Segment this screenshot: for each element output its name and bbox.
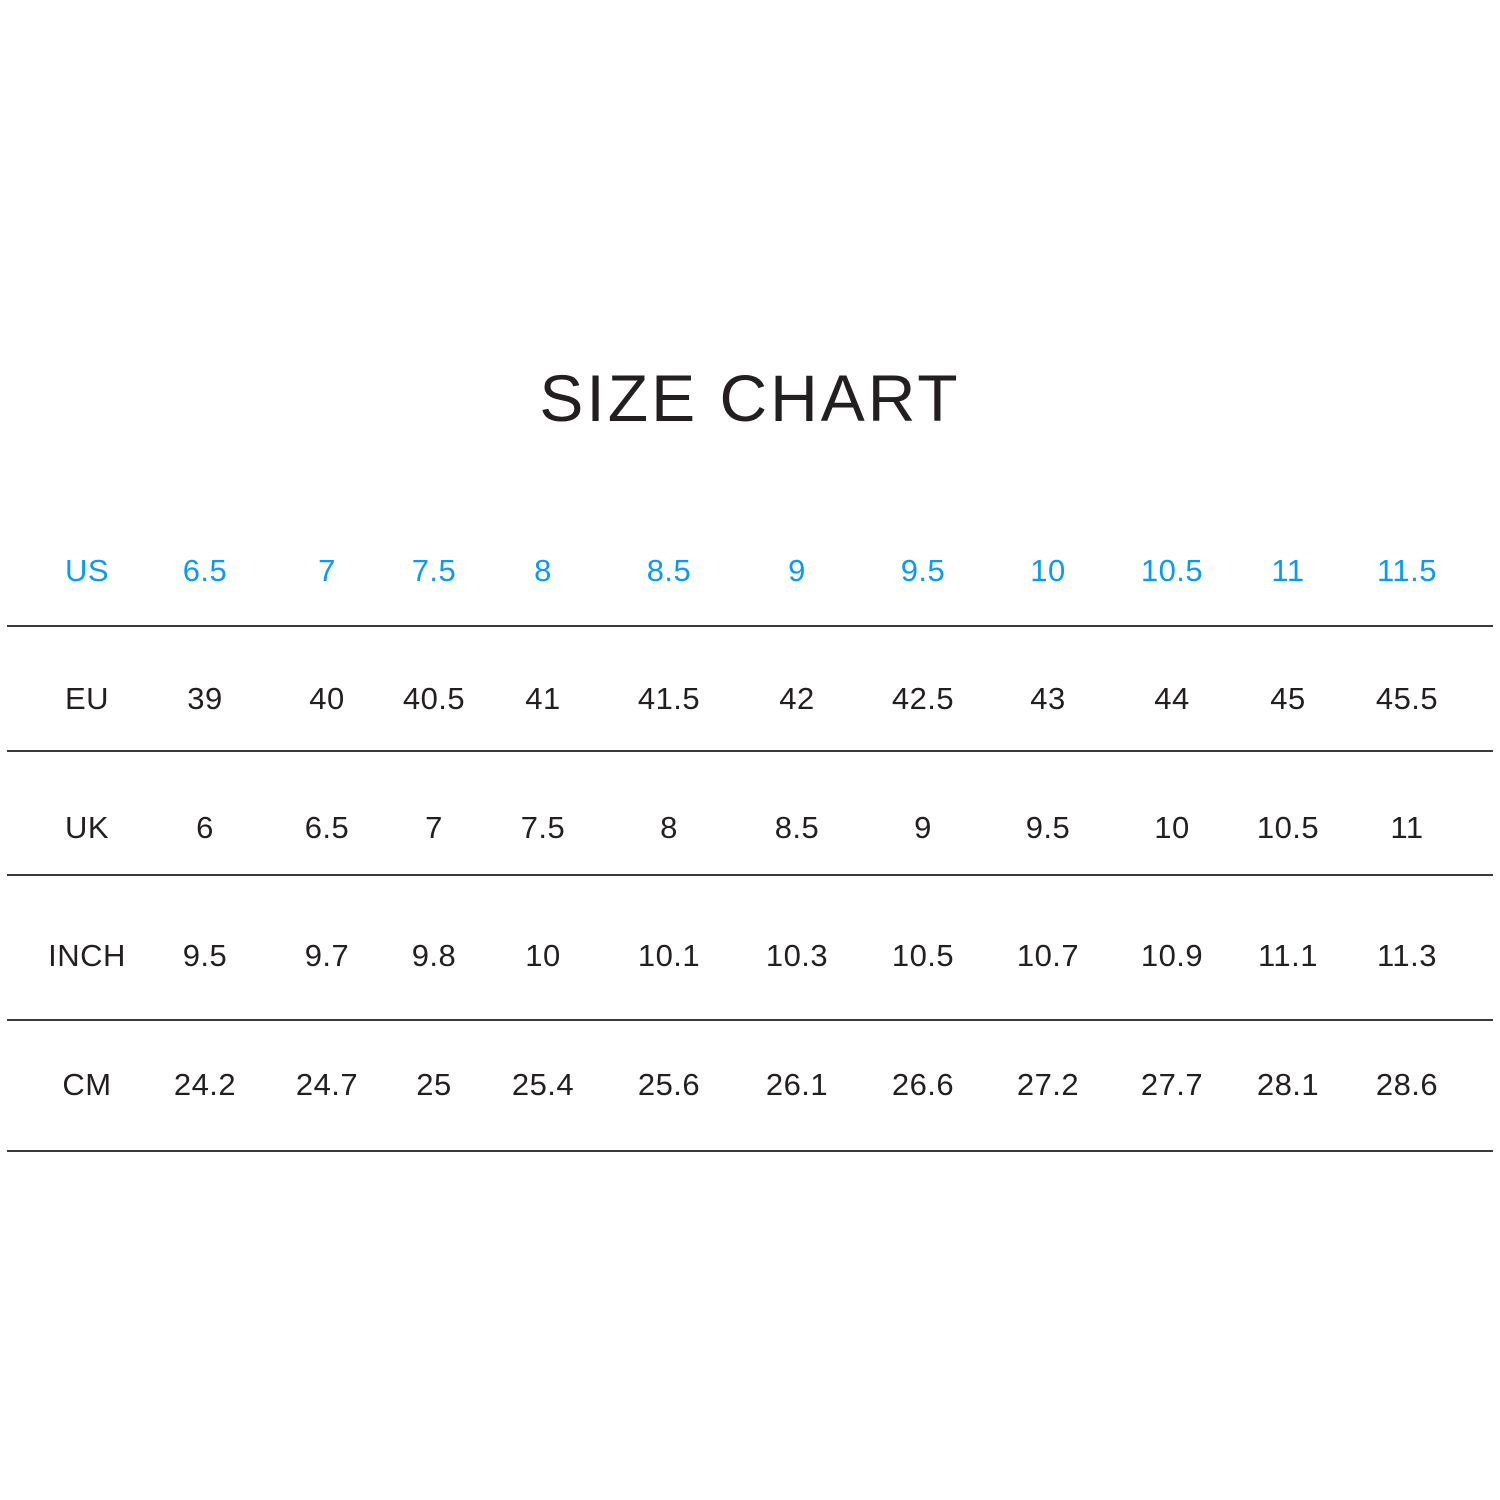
table-cell: 25.6 <box>637 1067 701 1102</box>
table-cell: 25.4 <box>511 1067 575 1102</box>
row-divider <box>7 1019 1493 1021</box>
table-cell: 43 <box>1030 681 1066 716</box>
table-cell: 27.7 <box>1140 1067 1204 1102</box>
table-cell: 41.5 <box>637 681 701 716</box>
table-cell: 11 <box>1271 553 1305 588</box>
table-cell: 40 <box>309 681 345 716</box>
table-cell: 40.5 <box>402 681 466 716</box>
table-cell: 10.5 <box>1140 553 1204 588</box>
row-divider <box>7 1150 1493 1152</box>
table-cell: 42 <box>779 681 815 716</box>
table-cell: 10 <box>1030 553 1066 588</box>
row-divider <box>7 625 1493 627</box>
table-cell: 9.5 <box>1025 810 1071 845</box>
table-cell: 10.7 <box>1016 938 1080 973</box>
table-cell: 24.2 <box>173 1067 237 1102</box>
page-title: SIZE CHART <box>539 361 961 435</box>
table-cell: 24.7 <box>295 1067 359 1102</box>
row-divider <box>7 750 1493 752</box>
table-cell: 11 <box>1390 810 1424 845</box>
table-cell: 6.5 <box>304 810 350 845</box>
table-cell: 8.5 <box>646 553 692 588</box>
table-cell: 9.8 <box>411 938 457 973</box>
table-cell: 11.3 <box>1376 938 1438 973</box>
table-cell: 7.5 <box>520 810 566 845</box>
row-label-uk: UK <box>64 810 110 845</box>
row-divider <box>7 874 1493 876</box>
table-cell: 10.5 <box>891 938 955 973</box>
table-cell: 26.6 <box>891 1067 955 1102</box>
table-cell: 10.9 <box>1140 938 1204 973</box>
row-label-inch: INCH <box>48 938 126 973</box>
table-cell: 7 <box>425 810 443 845</box>
table-cell: 25 <box>416 1067 452 1102</box>
table-cell: 9.7 <box>304 938 350 973</box>
table-cell: 8 <box>660 810 678 845</box>
table-cell: 41 <box>525 681 561 716</box>
table-cell: 28.1 <box>1256 1067 1320 1102</box>
table-cell: 45.5 <box>1375 681 1439 716</box>
table-cell: 11.5 <box>1376 553 1438 588</box>
table-cell: 9.5 <box>900 553 946 588</box>
row-label-us: US <box>64 553 110 588</box>
table-cell: 10.1 <box>637 938 701 973</box>
table-cell: 11.1 <box>1257 938 1319 973</box>
table-cell: 9.5 <box>182 938 228 973</box>
table-cell: 45 <box>1270 681 1306 716</box>
table-cell: 28.6 <box>1375 1067 1439 1102</box>
table-cell: 27.2 <box>1016 1067 1080 1102</box>
row-label-eu: EU <box>64 681 110 716</box>
table-cell: 8.5 <box>774 810 820 845</box>
table-cell: 7 <box>318 553 336 588</box>
table-cell: 10 <box>525 938 561 973</box>
table-cell: 10.5 <box>1256 810 1320 845</box>
row-label-cm: CM <box>62 1067 112 1102</box>
table-cell: 42.5 <box>891 681 955 716</box>
table-cell: 9 <box>914 810 932 845</box>
table-cell: 10.3 <box>765 938 829 973</box>
table-cell: 8 <box>534 553 552 588</box>
table-cell: 39 <box>187 681 223 716</box>
table-cell: 9 <box>788 553 806 588</box>
table-cell: 44 <box>1154 681 1190 716</box>
table-cell: 6.5 <box>182 553 228 588</box>
table-cell: 10 <box>1154 810 1190 845</box>
table-cell: 26.1 <box>765 1067 829 1102</box>
table-cell: 6 <box>196 810 214 845</box>
table-cell: 7.5 <box>411 553 457 588</box>
